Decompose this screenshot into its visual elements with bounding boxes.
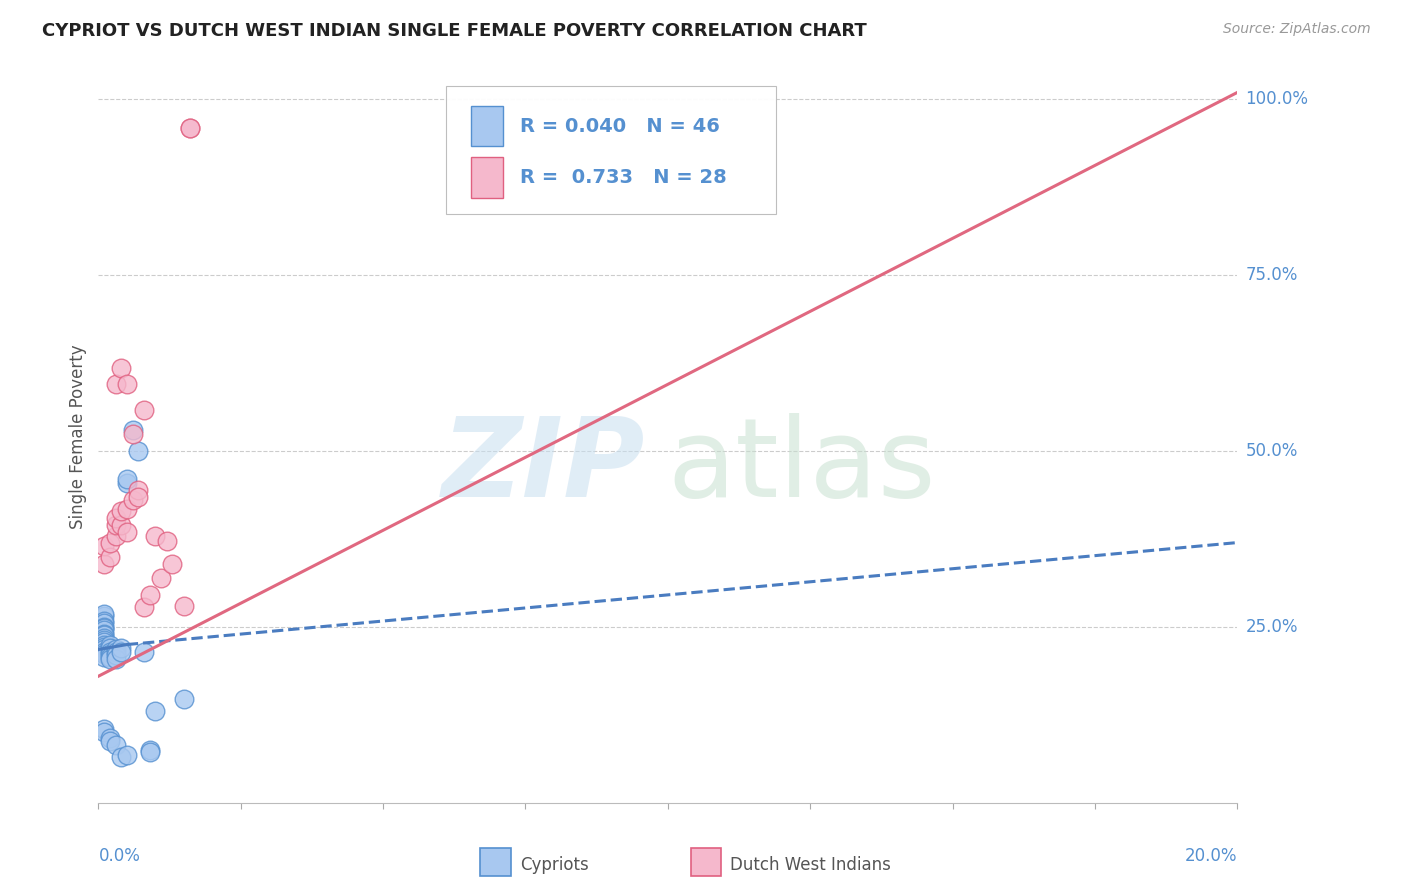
Point (115, 377, 138, 392)
Text: atlas: atlas (668, 413, 936, 520)
Point (138, 743, 160, 757)
Point (179, 120, 201, 135)
Point (98, 644, 121, 658)
Text: 75.0%: 75.0% (1246, 267, 1298, 285)
Point (98, 641, 121, 656)
Point (98, 535, 121, 549)
Point (104, 651, 127, 665)
Text: Dutch West Indians: Dutch West Indians (731, 856, 891, 874)
Point (104, 377, 127, 392)
Point (179, 120, 201, 135)
Point (121, 423, 143, 437)
Point (104, 642, 127, 657)
Point (93, 632, 115, 647)
Point (156, 534, 179, 549)
Point (93, 722, 115, 736)
Text: CYPRIOT VS DUTCH WEST INDIAN SINGLE FEMALE POVERTY CORRELATION CHART: CYPRIOT VS DUTCH WEST INDIAN SINGLE FEMA… (42, 22, 868, 40)
Text: 50.0%: 50.0% (1246, 442, 1298, 460)
Point (98, 649, 121, 664)
FancyBboxPatch shape (471, 106, 503, 146)
Text: 20.0%: 20.0% (1185, 847, 1237, 864)
Point (98, 651, 121, 665)
Point (93, 642, 115, 657)
Text: R =  0.733   N = 28: R = 0.733 N = 28 (520, 168, 727, 187)
Point (98, 731, 121, 745)
Point (93, 620, 115, 634)
Point (115, 524, 138, 539)
Text: Source: ZipAtlas.com: Source: ZipAtlas.com (1223, 22, 1371, 37)
Point (132, 403, 155, 417)
Point (132, 644, 155, 658)
Point (127, 490, 149, 504)
Point (162, 557, 184, 571)
Point (93, 649, 115, 664)
Point (132, 600, 155, 615)
Point (93, 557, 115, 571)
Point (93, 615, 115, 629)
Point (173, 599, 195, 613)
Point (93, 616, 115, 631)
Point (110, 504, 132, 518)
Point (93, 640, 115, 654)
Point (138, 745, 160, 759)
Y-axis label: Single Female Poverty: Single Female Poverty (69, 345, 87, 529)
Point (115, 501, 138, 516)
Point (115, 472, 138, 486)
Point (121, 426, 143, 441)
Point (115, 475, 138, 490)
Point (93, 647, 115, 661)
Point (127, 483, 149, 497)
Point (93, 627, 115, 641)
Point (93, 609, 115, 624)
Point (104, 648, 127, 662)
Point (110, 361, 132, 376)
Point (138, 588, 160, 602)
Point (145, 528, 167, 542)
Point (93, 624, 115, 638)
Point (93, 638, 115, 652)
Point (110, 750, 132, 764)
Text: 0.0%: 0.0% (98, 847, 141, 864)
Point (104, 511, 127, 525)
Point (150, 571, 173, 585)
FancyBboxPatch shape (479, 848, 510, 876)
Point (145, 705, 167, 719)
FancyBboxPatch shape (446, 86, 776, 214)
Point (93, 539, 115, 553)
FancyBboxPatch shape (471, 157, 503, 197)
Point (110, 641, 132, 656)
Point (98, 734, 121, 748)
FancyBboxPatch shape (690, 848, 721, 876)
Point (98, 638, 121, 652)
Point (93, 607, 115, 622)
Point (93, 631, 115, 645)
Point (110, 518, 132, 533)
Point (98, 549, 121, 564)
Text: R = 0.040   N = 46: R = 0.040 N = 46 (520, 117, 720, 136)
Point (93, 644, 115, 658)
Point (104, 738, 127, 752)
Point (93, 725, 115, 739)
Point (93, 621, 115, 635)
Point (115, 747, 138, 762)
Point (127, 444, 149, 458)
Point (110, 644, 132, 658)
Point (93, 628, 115, 642)
Point (173, 691, 195, 706)
Point (104, 518, 127, 533)
Text: 100.0%: 100.0% (1246, 90, 1309, 109)
Text: 25.0%: 25.0% (1246, 618, 1298, 636)
Point (98, 647, 121, 661)
Point (104, 644, 127, 658)
Point (93, 635, 115, 649)
Point (104, 528, 127, 542)
Text: Cypriots: Cypriots (520, 856, 589, 874)
Point (121, 493, 143, 508)
Text: ZIP: ZIP (441, 413, 645, 520)
